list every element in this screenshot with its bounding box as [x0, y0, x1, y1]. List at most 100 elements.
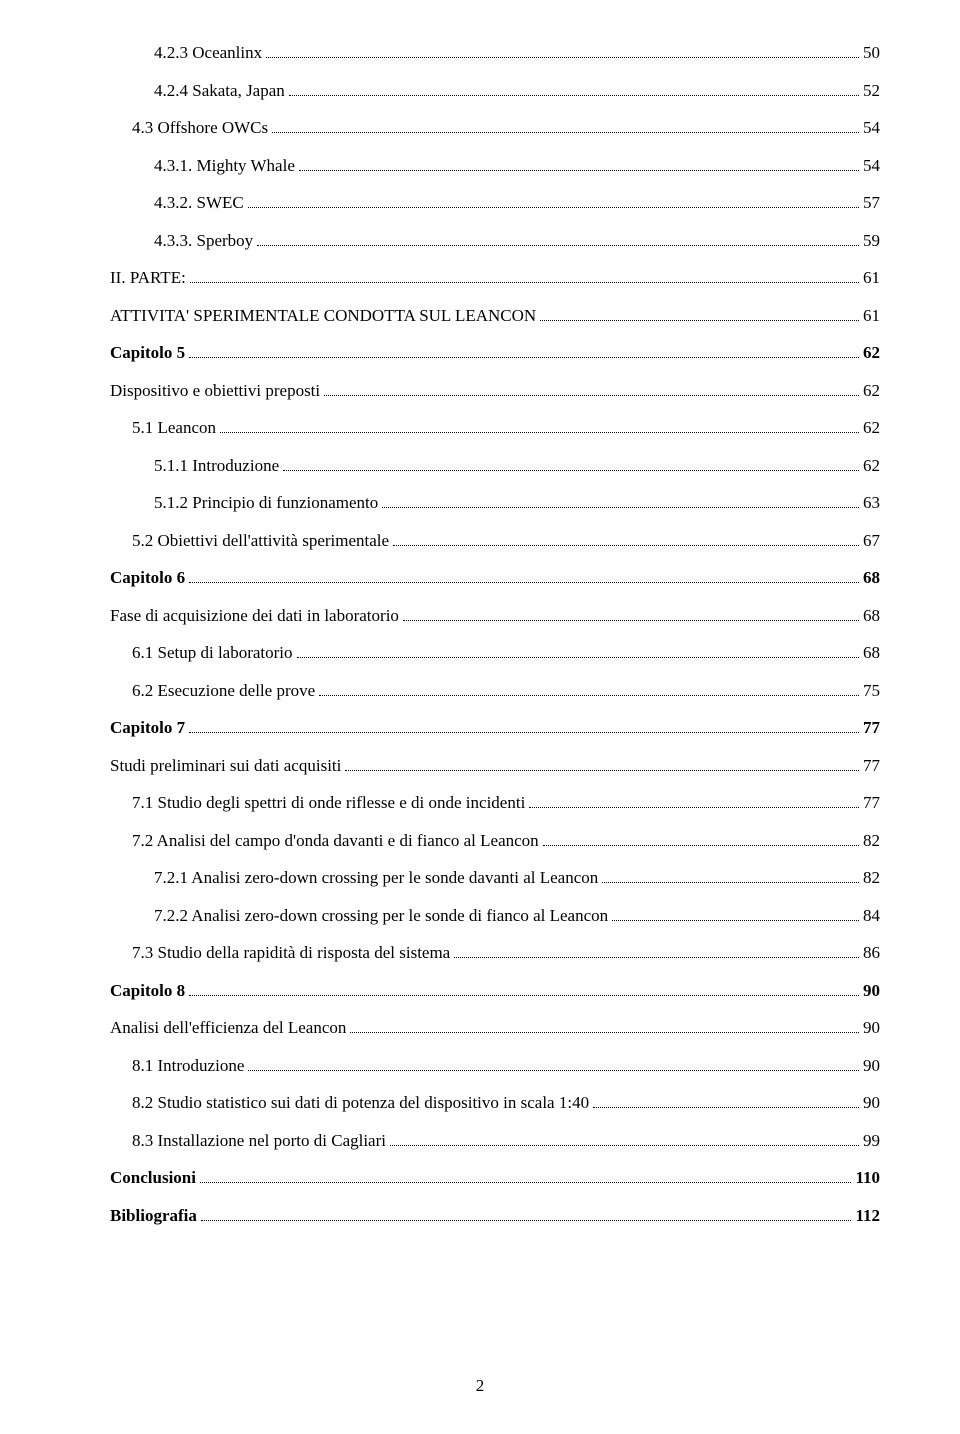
toc-entry-label: 5.1.1 Introduzione	[154, 453, 279, 479]
toc-entry-page: 90	[863, 978, 880, 1004]
toc-leader-dots	[189, 980, 859, 995]
toc-leader-dots	[602, 868, 859, 883]
page-number: 2	[0, 1376, 960, 1396]
toc-leader-dots	[266, 43, 859, 58]
toc-entry-page: 57	[863, 190, 880, 216]
toc-entry: Fase di acquisizione dei dati in laborat…	[110, 603, 880, 629]
toc-leader-dots	[345, 755, 859, 770]
toc-leader-dots	[593, 1093, 859, 1108]
toc-entry-page: 68	[863, 640, 880, 666]
toc-entry-page: 82	[863, 828, 880, 854]
toc-entry-page: 90	[863, 1015, 880, 1041]
toc-entry: Dispositivo e obiettivi preposti62	[110, 378, 880, 404]
toc-entry-label: II. PARTE:	[110, 265, 186, 291]
toc-entry: 6.2 Esecuzione delle prove 75	[110, 678, 880, 704]
toc-entry-label: Capitolo 5	[110, 340, 185, 366]
toc-entry-page: 59	[863, 228, 880, 254]
toc-entry-page: 77	[863, 753, 880, 779]
page: 4.2.3 Oceanlinx504.2.4 Sakata, Japan524.…	[0, 0, 960, 1434]
toc-entry: 4.3.3. Sperboy 59	[110, 228, 880, 254]
toc-entry-page: 82	[863, 865, 880, 891]
toc-entry-page: 61	[863, 303, 880, 329]
toc-leader-dots	[297, 643, 859, 658]
toc-entry-label: 4.3.3. Sperboy	[154, 228, 253, 254]
toc-leader-dots	[189, 568, 859, 583]
toc-leader-dots	[529, 793, 859, 808]
toc-entry: 4.3.1. Mighty Whale54	[110, 153, 880, 179]
toc-entry-label: 6.1 Setup di laboratorio	[132, 640, 293, 666]
toc-leader-dots	[190, 268, 859, 283]
toc-entry-page: 77	[863, 790, 880, 816]
toc-entry: 7.3 Studio della rapidità di risposta de…	[110, 940, 880, 966]
toc-leader-dots	[382, 493, 859, 508]
toc-entry: 7.2.2 Analisi zero-down crossing per le …	[110, 903, 880, 929]
toc-leader-dots	[257, 230, 859, 245]
toc-leader-dots	[319, 680, 859, 695]
toc-entry-page: 90	[863, 1053, 880, 1079]
toc-leader-dots	[403, 605, 859, 620]
toc-entry-label: 5.2 Obiettivi dell'attività sperimentale	[132, 528, 389, 554]
toc-entry-page: 62	[863, 453, 880, 479]
toc-entry: Capitolo 668	[110, 565, 880, 591]
toc-entry-page: 67	[863, 528, 880, 554]
toc-entry-page: 52	[863, 78, 880, 104]
toc-entry: 7.2 Analisi del campo d'onda davanti e d…	[110, 828, 880, 854]
toc-entry-label: Studi preliminari sui dati acquisiti	[110, 753, 341, 779]
toc-leader-dots	[200, 1168, 851, 1183]
toc-entry-label: 5.1.2 Principio di funzionamento	[154, 490, 378, 516]
toc-entry: Capitolo 5 62	[110, 340, 880, 366]
toc-leader-dots	[189, 718, 859, 733]
toc-entry-label: 7.1 Studio degli spettri di onde rifless…	[132, 790, 525, 816]
toc-entry-page: 84	[863, 903, 880, 929]
toc-entry-page: 63	[863, 490, 880, 516]
toc-entry: II. PARTE:61	[110, 265, 880, 291]
table-of-contents: 4.2.3 Oceanlinx504.2.4 Sakata, Japan524.…	[110, 40, 880, 1228]
toc-entry: 5.2 Obiettivi dell'attività sperimentale…	[110, 528, 880, 554]
toc-entry-label: 8.3 Installazione nel porto di Cagliari	[132, 1128, 386, 1154]
toc-leader-dots	[289, 80, 859, 95]
toc-entry: 5.1 Leancon62	[110, 415, 880, 441]
toc-entry-label: 8.1 Introduzione	[132, 1053, 244, 1079]
toc-entry-label: 8.2 Studio statistico sui dati di potenz…	[132, 1090, 589, 1116]
toc-entry: Capitolo 7 77	[110, 715, 880, 741]
toc-leader-dots	[283, 455, 859, 470]
toc-entry-page: 112	[855, 1203, 880, 1229]
toc-entry-label: 5.1 Leancon	[132, 415, 216, 441]
toc-entry-page: 50	[863, 40, 880, 66]
toc-entry-page: 62	[863, 340, 880, 366]
toc-entry-label: 4.3.2. SWEC	[154, 190, 244, 216]
toc-leader-dots	[299, 155, 859, 170]
toc-entry: 7.1 Studio degli spettri di onde rifless…	[110, 790, 880, 816]
toc-entry-label: 7.2.2 Analisi zero-down crossing per le …	[154, 903, 608, 929]
toc-entry: 4.2.4 Sakata, Japan 52	[110, 78, 880, 104]
toc-entry: 8.2 Studio statistico sui dati di potenz…	[110, 1090, 880, 1116]
toc-entry-label: Conclusioni	[110, 1165, 196, 1191]
toc-leader-dots	[248, 193, 859, 208]
toc-entry-label: 4.2.4 Sakata, Japan	[154, 78, 285, 104]
toc-leader-dots	[189, 343, 859, 358]
toc-entry-label: Bibliografia	[110, 1203, 197, 1229]
toc-entry: 5.1.1 Introduzione 62	[110, 453, 880, 479]
toc-entry-page: 77	[863, 715, 880, 741]
toc-entry: 8.1 Introduzione 90	[110, 1053, 880, 1079]
toc-leader-dots	[393, 530, 859, 545]
toc-entry-page: 62	[863, 378, 880, 404]
toc-entry-page: 86	[863, 940, 880, 966]
toc-entry-label: ATTIVITA' SPERIMENTALE CONDOTTA SUL LEAN…	[110, 303, 536, 329]
toc-entry-label: Capitolo 7	[110, 715, 185, 741]
toc-entry-page: 68	[863, 565, 880, 591]
toc-entry: Analisi dell'efficienza del Leancon 90	[110, 1015, 880, 1041]
toc-entry-page: 75	[863, 678, 880, 704]
toc-entry: 7.2.1 Analisi zero-down crossing per le …	[110, 865, 880, 891]
toc-entry-label: 7.2 Analisi del campo d'onda davanti e d…	[132, 828, 539, 854]
toc-leader-dots	[201, 1205, 852, 1220]
toc-entry: 5.1.2 Principio di funzionamento 63	[110, 490, 880, 516]
toc-entry-page: 54	[863, 153, 880, 179]
toc-leader-dots	[220, 418, 859, 433]
toc-leader-dots	[454, 943, 859, 958]
toc-entry: 6.1 Setup di laboratorio 68	[110, 640, 880, 666]
toc-leader-dots	[324, 380, 859, 395]
toc-entry-label: 6.2 Esecuzione delle prove	[132, 678, 315, 704]
toc-entry-label: Analisi dell'efficienza del Leancon	[110, 1015, 346, 1041]
toc-entry-page: 99	[863, 1128, 880, 1154]
